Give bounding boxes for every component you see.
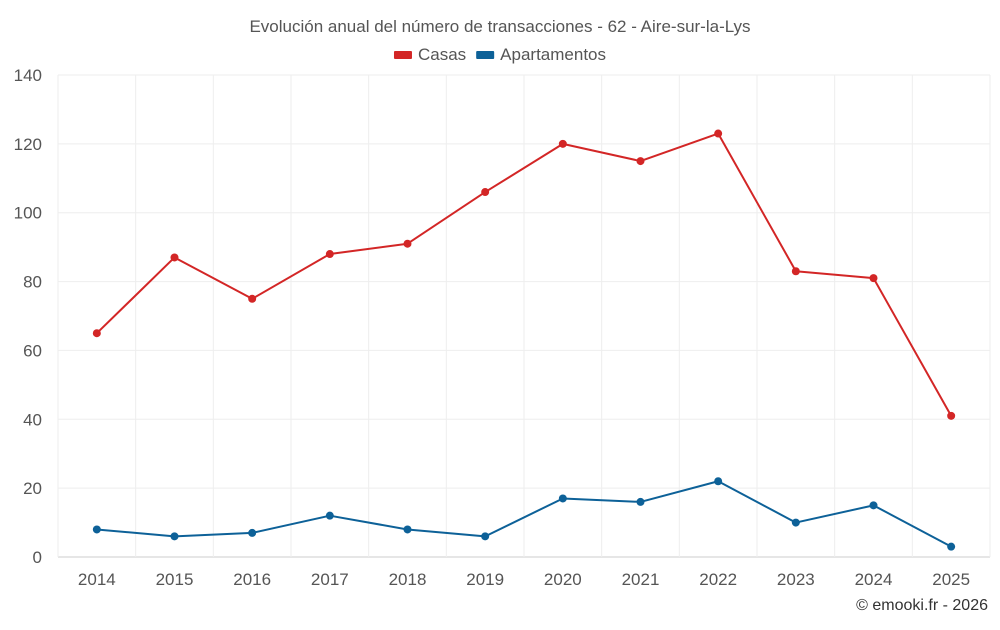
y-tick-label: 140 bbox=[14, 66, 42, 85]
data-point-apartamentos bbox=[558, 494, 567, 503]
data-point-casas bbox=[325, 250, 334, 259]
data-point-apartamentos bbox=[92, 525, 101, 534]
data-point-apartamentos bbox=[248, 528, 257, 537]
x-tick-label: 2017 bbox=[311, 570, 349, 589]
x-tick-label: 2015 bbox=[156, 570, 194, 589]
grid bbox=[57, 74, 991, 558]
x-tick-label: 2016 bbox=[233, 570, 271, 589]
data-point-casas bbox=[170, 253, 179, 262]
data-point-casas bbox=[947, 411, 956, 420]
legend-swatch bbox=[476, 51, 495, 59]
data-point-apartamentos bbox=[869, 501, 878, 510]
data-point-casas bbox=[248, 294, 257, 303]
data-point-casas bbox=[791, 267, 800, 276]
x-tick-label: 2022 bbox=[699, 570, 737, 589]
legend-label: Casas bbox=[418, 45, 466, 64]
legend-swatch bbox=[393, 51, 412, 59]
data-point-casas bbox=[636, 157, 645, 166]
data-point-apartamentos bbox=[714, 477, 723, 486]
data-point-apartamentos bbox=[636, 497, 645, 506]
y-tick-label: 100 bbox=[14, 204, 42, 223]
y-tick-label: 80 bbox=[23, 273, 42, 292]
data-point-apartamentos bbox=[170, 532, 179, 541]
legend-item-casas[interactable]: Casas bbox=[393, 45, 466, 64]
data-point-apartamentos bbox=[947, 542, 956, 551]
data-point-apartamentos bbox=[403, 525, 412, 534]
x-tick-label: 2021 bbox=[622, 570, 660, 589]
x-tick-label: 2018 bbox=[389, 570, 427, 589]
data-point-apartamentos bbox=[481, 532, 490, 541]
y-tick-label: 20 bbox=[23, 479, 42, 498]
series-layer bbox=[92, 129, 956, 551]
chart-title: Evolución anual del número de transaccio… bbox=[249, 17, 750, 36]
series-line-casas bbox=[96, 132, 953, 417]
data-point-apartamentos bbox=[325, 511, 334, 520]
data-point-casas bbox=[403, 239, 412, 248]
y-tick-label: 40 bbox=[23, 410, 42, 429]
y-tick-label: 0 bbox=[33, 548, 42, 567]
legend: Casas Apartamentos bbox=[393, 45, 606, 64]
x-tick-label: 2014 bbox=[78, 570, 116, 589]
data-point-casas bbox=[714, 129, 723, 138]
data-point-casas bbox=[869, 274, 878, 283]
y-tick-label: 120 bbox=[14, 135, 42, 154]
x-axis: 2014 2015 2016 2017 2018 2019 2020 2021 2022 2023… bbox=[78, 570, 970, 589]
x-tick-label: 2025 bbox=[932, 570, 970, 589]
x-tick-label: 2024 bbox=[855, 570, 893, 589]
y-tick-label: 60 bbox=[23, 341, 42, 360]
y-axis: 0 20 40 60 80 100 120 140 bbox=[14, 66, 42, 567]
chart-credit: © emooki.fr - 2026 bbox=[856, 597, 988, 614]
legend-label: Apartamentos bbox=[500, 45, 606, 64]
x-tick-label: 2023 bbox=[777, 570, 815, 589]
data-point-apartamentos bbox=[791, 518, 800, 527]
data-point-casas bbox=[92, 329, 101, 338]
x-tick-label: 2019 bbox=[466, 570, 504, 589]
legend-item-apartamentos[interactable]: Apartamentos bbox=[476, 45, 606, 64]
x-tick-label: 2020 bbox=[544, 570, 582, 589]
data-point-casas bbox=[481, 188, 490, 197]
series-line-apartamentos bbox=[96, 480, 952, 548]
data-point-casas bbox=[558, 139, 567, 148]
